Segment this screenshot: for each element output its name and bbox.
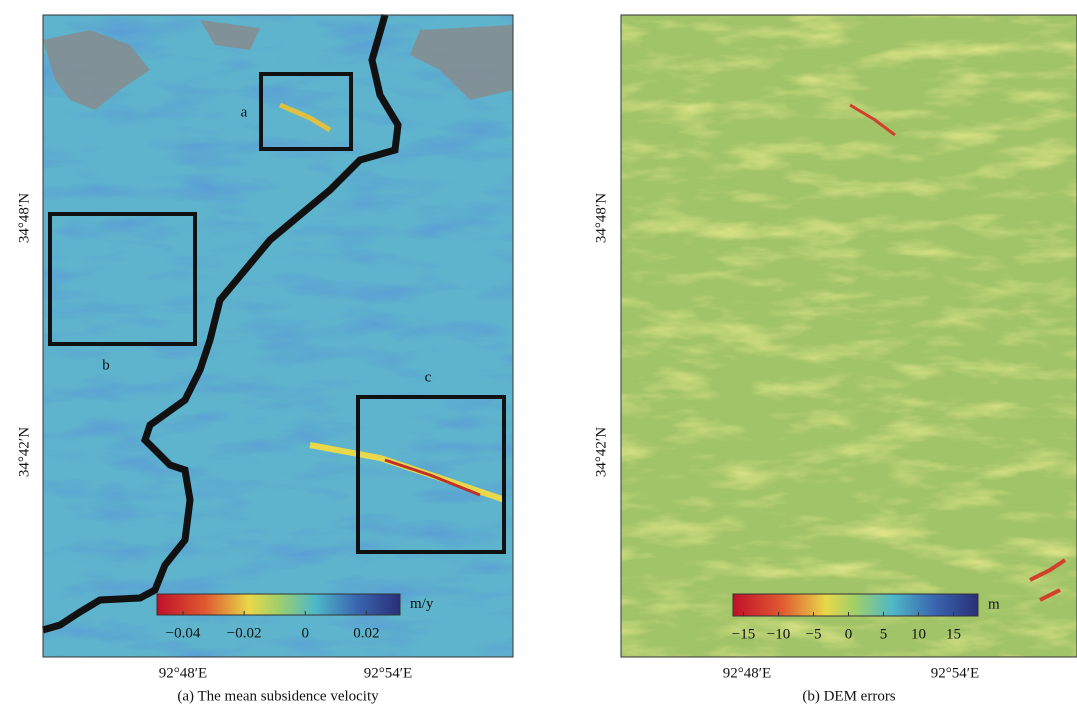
colorbar-tick-label: 0 bbox=[301, 625, 309, 641]
feature bbox=[849, 103, 896, 137]
colorbars: m/y −0.04 −0.02 0 0.02 m −15 −10 −5 0 5 10 15 bbox=[156, 593, 1000, 642]
box-label: b bbox=[102, 357, 110, 373]
box bbox=[259, 72, 353, 151]
y-tick-label: 34°48′N bbox=[16, 193, 32, 243]
map-texture bbox=[43, 15, 513, 657]
map-b: 92°48′E 92°54′E 34°48′N 34°42′N (b) DEM … bbox=[593, 14, 1077, 704]
box bbox=[48, 212, 197, 346]
colorbar-tick-label: 0 bbox=[845, 626, 853, 642]
colorbar bbox=[156, 593, 401, 616]
colorbar bbox=[732, 593, 979, 617]
gray-patches bbox=[43, 20, 513, 110]
colorbar-unit: m bbox=[988, 596, 1000, 612]
caption: (a) The mean subsidence velocity bbox=[177, 688, 379, 704]
x-tick-label: 92°54′E bbox=[364, 665, 412, 681]
river bbox=[42, 14, 402, 634]
frame bbox=[620, 14, 1077, 658]
caption: (b) DEM errors bbox=[802, 688, 895, 704]
y-tick-label: 34°48′N bbox=[593, 193, 609, 243]
x-tick-label: 92°54′E bbox=[931, 665, 979, 681]
colorbar-tick-label: 5 bbox=[880, 626, 888, 642]
colorbar-tick-label: 15 bbox=[946, 626, 961, 642]
colorbar-tick-label: 0.02 bbox=[353, 625, 379, 641]
colorbar-tick-label: 10 bbox=[911, 626, 926, 642]
y-tick-label: 34°42′N bbox=[16, 427, 32, 477]
x-tick-label: 92°48′E bbox=[723, 665, 771, 681]
y-tick-label: 34°42′N bbox=[593, 427, 609, 477]
frame bbox=[42, 14, 514, 658]
x-tick-label: 92°48′E bbox=[159, 665, 207, 681]
feature bbox=[279, 102, 332, 133]
colorbar-tick-label: −10 bbox=[767, 626, 790, 642]
colorbar-unit: m/y bbox=[410, 596, 434, 612]
box bbox=[356, 395, 506, 554]
colorbar-tick-label: −0.02 bbox=[227, 625, 262, 641]
feature bbox=[384, 458, 481, 497]
colorbar-tick-label: −5 bbox=[806, 626, 822, 642]
map-texture bbox=[621, 15, 1077, 657]
box-label: a bbox=[241, 104, 248, 120]
map-a: a b c 92°48′E 92°54′E 34°48′N 34°42′N (a… bbox=[16, 14, 514, 704]
feature bbox=[1029, 558, 1067, 602]
colorbar-tick-label: −0.04 bbox=[166, 625, 201, 641]
colorbar-tick-label: −15 bbox=[732, 626, 755, 642]
box-label: c bbox=[425, 369, 432, 385]
